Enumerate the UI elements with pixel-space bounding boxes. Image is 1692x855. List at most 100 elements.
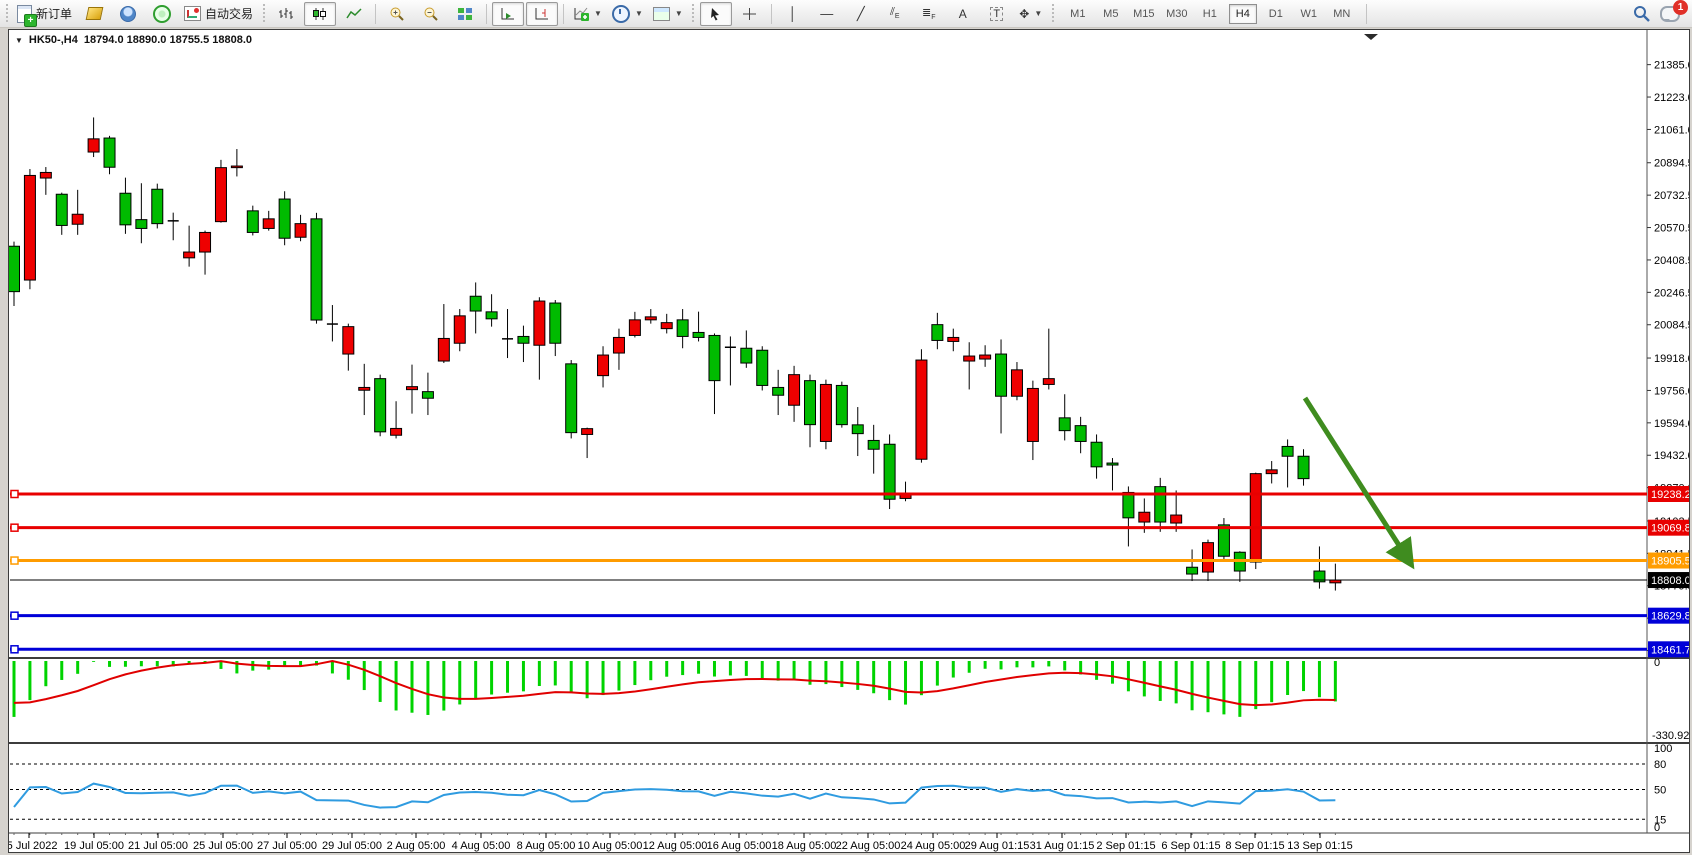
timeframe-button-W1[interactable]: W1: [1300, 7, 1318, 20]
time-axis-label: 12 Aug 05:00: [643, 840, 708, 852]
time-axis-label: 21 Jul 05:00: [128, 840, 188, 852]
time-axis-label: 22 Aug 05:00: [836, 840, 901, 852]
trendline-button[interactable]: ╱: [845, 2, 877, 26]
candle: [867, 439, 880, 450]
zoom-out-button[interactable]: [415, 2, 447, 26]
time-axis-label: 2 Sep 01:15: [1096, 840, 1155, 852]
price-badge-label: 18461.7: [1651, 644, 1689, 656]
time-axis-label: 6 Sep 01:15: [1161, 840, 1220, 852]
periods-icon: [611, 4, 630, 23]
templates-button[interactable]: ▼: [649, 2, 687, 26]
autoscroll-button[interactable]: [492, 1, 525, 26]
timeframe-button-M5[interactable]: M5: [1103, 7, 1119, 20]
timeframe-button-H4[interactable]: H4: [1228, 3, 1257, 24]
candle: [23, 174, 36, 281]
candle: [358, 386, 371, 391]
bar-chart-icon: [279, 7, 294, 19]
candle: [374, 378, 387, 433]
candle: [628, 319, 641, 336]
time-axis-label: 24 Aug 05:00: [901, 840, 966, 852]
candle: [644, 316, 657, 321]
time-axis-label: 29 Aug 01:15: [965, 840, 1030, 852]
candle: [39, 171, 52, 179]
candle: [1074, 425, 1087, 442]
horizontal-line-button[interactable]: —: [811, 2, 843, 26]
candlestick-chart-button[interactable]: [304, 1, 337, 26]
hline-anchor[interactable]: [10, 523, 19, 532]
line-chart-button[interactable]: [338, 2, 370, 26]
chart-shift-button[interactable]: [526, 1, 559, 26]
timeframe-button-M15[interactable]: M15: [1133, 7, 1155, 20]
notifications-button[interactable]: 1: [1660, 0, 1688, 24]
price-tick-label: 20894.5: [1654, 158, 1689, 170]
candle: [103, 137, 116, 168]
profile-button[interactable]: [112, 2, 144, 26]
text-label-button[interactable]: T: [981, 2, 1013, 26]
tile-windows-button[interactable]: [449, 2, 481, 26]
timeframe-button-MN[interactable]: MN: [1333, 7, 1351, 20]
fibonacci-button[interactable]: ≣F: [913, 2, 945, 26]
toolbar-separator: [563, 3, 565, 24]
crosshair-button[interactable]: [734, 2, 766, 26]
candle: [597, 354, 610, 377]
vertical-line-button[interactable]: │: [777, 2, 809, 26]
time-axis-label: 15 Jul 2022: [9, 840, 57, 852]
search-button[interactable]: [1626, 2, 1658, 26]
price-tick-label: 20732.5: [1654, 190, 1689, 202]
periods-button[interactable]: ▼: [608, 2, 647, 26]
channel-button[interactable]: ⫽E: [879, 2, 911, 26]
arrows-button[interactable]: ✥ ▼: [1015, 2, 1047, 26]
timeframe-button-M30[interactable]: M30: [1166, 7, 1188, 20]
toolbar-separator: [375, 3, 377, 24]
chart-shift-marker[interactable]: [1364, 34, 1378, 40]
hline-anchor[interactable]: [10, 556, 19, 565]
sound-button[interactable]: [146, 2, 178, 26]
candle: [740, 347, 753, 364]
chart-canvas[interactable]: 21385.0 21223.0 21061.0 20894.5 20732.5 20570…: [9, 30, 1689, 852]
candle: [87, 138, 100, 153]
hline-anchor[interactable]: [10, 611, 19, 620]
market-watch-button[interactable]: [78, 2, 110, 26]
timeframe-toolbar: M1 M5 M15 M30 H1 H4 D1 W1 MN: [1064, 3, 1356, 24]
price-tick-label: 19594.0: [1654, 418, 1689, 430]
hline-anchor[interactable]: [10, 645, 19, 654]
toolbar-separator: [486, 3, 488, 24]
candle: [931, 324, 944, 341]
candle: [804, 380, 816, 426]
chevron-down-icon: ▼: [634, 9, 643, 18]
candle: [1265, 469, 1278, 475]
candle: [1090, 441, 1103, 468]
candle: [135, 219, 148, 229]
bar-chart-button[interactable]: [270, 2, 302, 26]
hline-anchor[interactable]: [10, 489, 19, 499]
candle: [119, 192, 132, 226]
indicators-button[interactable]: ▼: [569, 2, 606, 26]
market-watch-icon: [85, 7, 103, 20]
line-chart-icon: [346, 7, 362, 18]
candle: [963, 355, 976, 362]
autotrading-icon: [184, 6, 202, 21]
symbol-dropdown-icon[interactable]: ▼: [15, 35, 23, 45]
profile-icon: [120, 5, 137, 22]
new-order-icon: [17, 4, 37, 27]
candle: [421, 391, 434, 399]
chart-window: 21385.0 21223.0 21061.0 20894.5 20732.5 20570…: [8, 29, 1690, 853]
candle: [756, 349, 769, 386]
search-icon: [1634, 6, 1650, 22]
zoom-in-button[interactable]: [381, 2, 413, 26]
candle: [1122, 491, 1135, 519]
candle: [342, 326, 355, 355]
trend-arrow-annotation[interactable]: [1302, 396, 1415, 570]
arrows-icon: ✥: [1019, 6, 1030, 21]
vertical-line-icon: │: [788, 6, 797, 21]
timeframe-button-H1[interactable]: H1: [1202, 7, 1217, 20]
cursor-button[interactable]: [699, 1, 732, 26]
chevron-down-icon: ▼: [1034, 9, 1043, 18]
text-button[interactable]: A: [947, 2, 979, 26]
autotrading-button[interactable]: 自动交易: [180, 2, 257, 26]
crosshair-icon: [743, 7, 757, 20]
timeframe-button-M1[interactable]: M1: [1070, 7, 1086, 20]
new-order-button[interactable]: 新订单: [13, 2, 76, 27]
macd-scale-min: -330.92: [1652, 730, 1689, 742]
timeframe-button-D1[interactable]: D1: [1268, 7, 1283, 20]
